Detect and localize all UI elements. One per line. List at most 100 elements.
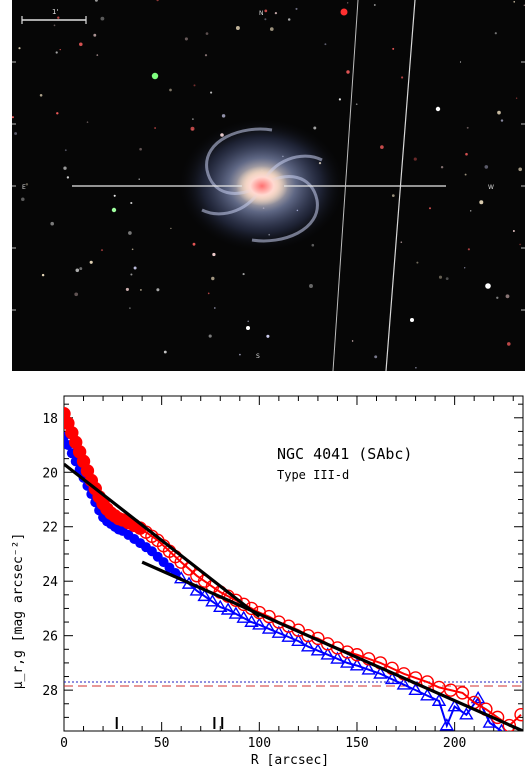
star [347, 2, 349, 4]
star [211, 276, 215, 281]
star [445, 277, 449, 280]
star [21, 197, 25, 202]
star [156, 288, 160, 292]
g-band-point [228, 606, 244, 619]
spiral-arms [201, 127, 323, 243]
g-band-point [396, 677, 412, 690]
star [63, 166, 67, 170]
g-band-point [310, 643, 326, 656]
star [247, 320, 249, 322]
star [466, 126, 469, 129]
star [12, 116, 14, 119]
g-band-point [373, 666, 388, 679]
star [130, 201, 133, 205]
star [311, 243, 315, 247]
star [413, 157, 417, 161]
g-band-point [205, 594, 220, 607]
profile-plot-panel: 0 50 100 150 200 18 20 22 24 26 28 NGC 4041 (SAbc)… [0, 371, 525, 771]
g-band-point [271, 625, 287, 638]
star [400, 241, 403, 243]
star [39, 94, 43, 97]
compass-east-label: E [22, 184, 26, 191]
star [14, 132, 18, 135]
star [438, 275, 443, 279]
star [221, 114, 226, 118]
bright-star [111, 207, 117, 213]
star [415, 367, 417, 369]
star [338, 98, 341, 101]
star [235, 26, 240, 30]
background-stars [12, 0, 525, 369]
star [156, 0, 159, 2]
star [505, 294, 510, 299]
x-axis-label: R [arcsec] [251, 753, 329, 768]
star [79, 42, 83, 47]
g-band-point [470, 690, 486, 704]
galaxy-image: 1' N E W S [12, 0, 525, 371]
star [18, 47, 21, 50]
star [128, 231, 132, 235]
star [75, 268, 80, 273]
star [295, 7, 298, 10]
y-tick-label: 20 [42, 466, 58, 481]
y-axis-label: μ_r,g [mag arcsec⁻²] [11, 533, 26, 690]
compass-north-label: N [259, 10, 264, 17]
star [192, 118, 194, 120]
star [79, 267, 83, 271]
star [204, 54, 208, 57]
star [56, 112, 59, 115]
star [313, 126, 317, 130]
star [74, 292, 79, 297]
g-band-point [189, 583, 205, 596]
g-band-point [244, 614, 259, 627]
star [242, 273, 245, 276]
bright-star [340, 8, 348, 16]
bright-star [246, 326, 250, 330]
plot-subtitle: Type III-d [277, 468, 349, 482]
g-band-point [220, 602, 236, 615]
star [264, 18, 267, 21]
star [207, 292, 210, 295]
g-band-point [252, 617, 267, 630]
star [264, 9, 268, 13]
star [100, 249, 104, 252]
star [269, 27, 274, 31]
star [512, 230, 515, 232]
star [513, 1, 515, 3]
star [129, 307, 131, 309]
star [94, 0, 98, 2]
star [484, 165, 489, 169]
profile-chart: 0 50 100 150 200 18 20 22 24 26 28 NGC 4041 (SAbc)… [11, 395, 524, 768]
star [428, 207, 432, 210]
star [380, 145, 384, 149]
star [464, 267, 466, 269]
star [113, 194, 116, 197]
compass-south-label: S [256, 353, 260, 360]
plot-title: NGC 4041 (SAbc) [277, 445, 412, 463]
star [519, 243, 521, 246]
star [138, 178, 140, 180]
star [93, 33, 97, 37]
fit-line [64, 462, 261, 618]
g-band-point [420, 688, 435, 701]
y-tick-label: 18 [42, 412, 58, 427]
g-band-point [408, 682, 423, 696]
bright-star [151, 72, 159, 80]
star [469, 210, 472, 212]
star [192, 242, 196, 246]
star [239, 353, 241, 356]
g-band-point [459, 707, 474, 720]
galaxy-core [236, 166, 288, 206]
star [507, 342, 511, 346]
star [163, 350, 167, 354]
star [131, 248, 134, 251]
star [205, 32, 209, 35]
bright-star [435, 106, 441, 112]
star [500, 119, 504, 122]
star [125, 287, 129, 291]
star [497, 110, 501, 115]
star [133, 266, 137, 270]
x-tick-label: 50 [154, 736, 170, 751]
star [266, 334, 270, 338]
y-tick-label: 28 [42, 684, 58, 699]
